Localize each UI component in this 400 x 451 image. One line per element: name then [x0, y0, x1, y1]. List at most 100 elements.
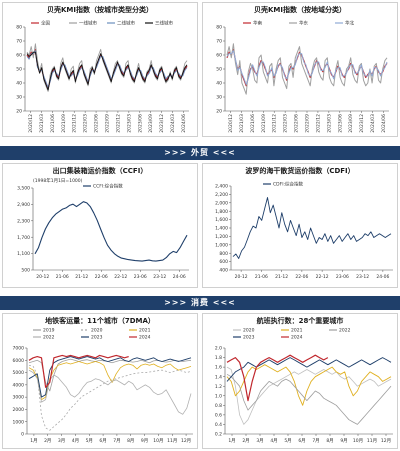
- series-line: [226, 366, 392, 425]
- y-axis-label: (1998年1月1日=1000): [33, 177, 83, 184]
- y-tick-label: 1.0: [215, 393, 222, 399]
- x-tick-label: 2021/09: [261, 114, 267, 133]
- x-tick-label: 11月: [167, 438, 177, 444]
- series-line: [28, 356, 192, 398]
- legend-label: 2019: [43, 328, 55, 334]
- legend-label: CCFI:综合指数: [93, 183, 123, 190]
- x-tick-label: 24-06: [376, 274, 389, 280]
- x-tick-label: 2020/12: [28, 114, 34, 133]
- y-tick-label: 800: [219, 251, 228, 257]
- kmi-region-panel: 贝壳KMI指数（按地域分类） 20 30 40 50 60 70 80 2020/12 2021…: [202, 2, 398, 137]
- y-tick-label: 1,700: [17, 235, 30, 241]
- y-tick-label: 70: [216, 39, 222, 45]
- subway-title: 地铁客运量：11个城市（7DMA）: [45, 317, 155, 325]
- y-tick-label: 60: [16, 53, 22, 59]
- legend-label: 2022: [339, 328, 351, 334]
- legend-label: 2023: [91, 335, 103, 341]
- x-tick-label: 2022/12: [315, 114, 321, 133]
- legend-label: CDFI:综合指数: [273, 181, 304, 188]
- cdfi-chart: 400 600 800 1,000 1,200 1,400 1,600 1,800 2,000 2…: [215, 181, 393, 280]
- legend-label: 2021: [291, 328, 303, 334]
- x-tick-label: 4月: [72, 438, 79, 444]
- y-tick-label: 30: [16, 95, 22, 101]
- y-tick-label: 4000: [13, 382, 25, 388]
- y-tick-label: 0.6: [215, 412, 222, 418]
- y-tick-label: 600: [219, 259, 228, 265]
- series-line: [226, 354, 329, 402]
- x-tick-label: 2023/06: [137, 114, 143, 133]
- subway-panel: 地铁客运量：11个城市（7DMA） 0 1000 2000 3000 4000 5000 6…: [2, 313, 198, 449]
- y-tick-label: 1,200: [215, 234, 228, 240]
- series-line: [226, 373, 392, 425]
- series-line: [26, 51, 188, 91]
- y-tick-label: 1.4: [215, 374, 222, 380]
- x-tick-label: 21-06: [255, 274, 268, 280]
- x-tick-label: 3月: [58, 438, 65, 444]
- x-tick-label: 2023/12: [159, 114, 165, 133]
- x-tick-label: 2021/12: [272, 114, 278, 133]
- x-tick-label: 2024/03: [370, 114, 376, 133]
- flights-panel: 航班执行数：28个重要城市 0.2 0.4 0.6 0.8 1.0 1.2 1.4 1.6 1.…: [202, 313, 398, 449]
- x-tick-label: 2022/09: [105, 114, 111, 133]
- y-tick-label: 2,900: [17, 202, 30, 208]
- x-tick-label: 2021/12: [72, 114, 78, 133]
- series-line: [226, 43, 388, 95]
- x-tick-label: 23-06: [336, 274, 349, 280]
- y-tick-label: 400: [219, 268, 228, 274]
- y-tick-label: 40: [216, 81, 222, 87]
- ccfi-chart: 500 1,100 1,700 2,300 2,900 3,500 20-12 21-06 21…: [17, 177, 189, 280]
- x-tick-label: 2021/03: [239, 114, 245, 133]
- x-tick-label: 2021/06: [50, 114, 56, 133]
- cdfi-panel: 波罗的海干散货运价指数（CDFI） 400 600 800 1,000 1,200 1,4…: [202, 163, 398, 288]
- kmi-city-panel: 贝壳KMI指数（按城市类型分类） 20 30 40 50 60 70 80 2020/12 20…: [2, 2, 198, 137]
- y-tick-label: 2,300: [17, 218, 30, 224]
- y-tick-label: 1,400: [215, 226, 228, 232]
- series-line: [26, 43, 188, 92]
- x-tick-label: 1月: [228, 438, 235, 444]
- y-tick-label: 0.8: [215, 403, 222, 409]
- y-tick-label: 7000: [13, 346, 25, 352]
- x-tick-label: 6月: [298, 438, 305, 444]
- y-tick-label: 5000: [13, 370, 25, 376]
- x-tick-label: 2021/09: [61, 114, 67, 133]
- y-tick-label: 0: [21, 432, 24, 438]
- x-tick-label: 2022/03: [283, 114, 289, 133]
- x-tick-label: 2024/06: [181, 114, 187, 133]
- banner-external-trade: >>> 外贸 <<<: [0, 146, 400, 160]
- series-line: [28, 358, 192, 392]
- x-tick-label: 2022/12: [115, 114, 121, 133]
- x-tick-label: 8月: [127, 438, 134, 444]
- ccfi-panel: 出口集装箱运价指数（CCFI） 500 1,100 1,700 2,300 2,900 3…: [2, 163, 198, 288]
- y-tick-label: 500: [21, 268, 30, 274]
- x-tick-label: 4月: [270, 438, 277, 444]
- x-tick-label: 2021/03: [39, 114, 45, 133]
- ccfi-title: 出口集装箱运价指数（CCFI）: [52, 167, 148, 175]
- y-tick-label: 0.2: [215, 432, 222, 438]
- series-line: [26, 50, 188, 88]
- x-tick-label: 2月: [44, 438, 51, 444]
- legend-label: 华南: [253, 20, 262, 27]
- y-tick-label: 1,600: [215, 217, 228, 223]
- series-line: [232, 197, 392, 259]
- legend-label: 华北: [345, 20, 354, 27]
- x-tick-label: 3月: [256, 438, 263, 444]
- y-tick-label: 2,200: [215, 192, 228, 198]
- x-tick-label: 2024/03: [170, 114, 176, 133]
- y-tick-label: 2,400: [215, 184, 228, 190]
- y-tick-label: 1,800: [215, 209, 228, 215]
- y-tick-label: 2000: [13, 407, 25, 413]
- y-tick-label: 1,000: [215, 242, 228, 248]
- legend-label: 2024: [139, 335, 151, 341]
- x-tick-label: 21-12: [75, 274, 88, 280]
- x-tick-label: 5月: [86, 438, 93, 444]
- series-line: [34, 201, 188, 262]
- x-tick-label: 20-12: [235, 274, 248, 280]
- x-tick-label: 5月: [284, 438, 291, 444]
- series-line: [226, 357, 392, 382]
- series-line: [28, 364, 192, 431]
- x-tick-label: 1月: [30, 438, 37, 444]
- y-tick-label: 1.8: [215, 355, 222, 361]
- y-tick-label: 40: [16, 81, 22, 87]
- x-tick-label: 12月: [381, 438, 391, 444]
- flights-title: 航班执行数：28个重要城市: [256, 317, 344, 325]
